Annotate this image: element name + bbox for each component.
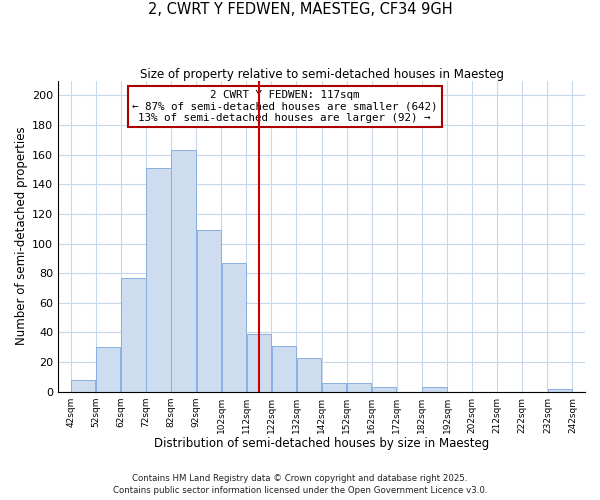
X-axis label: Distribution of semi-detached houses by size in Maesteg: Distribution of semi-detached houses by … [154, 437, 489, 450]
Bar [247, 334, 271, 392]
Bar [548, 389, 572, 392]
Y-axis label: Number of semi-detached properties: Number of semi-detached properties [15, 127, 28, 346]
Bar [297, 358, 321, 392]
Bar [71, 380, 95, 392]
Bar [347, 383, 371, 392]
Bar [272, 346, 296, 392]
Bar [221, 263, 246, 392]
Bar [372, 388, 397, 392]
Bar [197, 230, 221, 392]
Text: Contains HM Land Registry data © Crown copyright and database right 2025.
Contai: Contains HM Land Registry data © Crown c… [113, 474, 487, 495]
Bar [121, 278, 146, 392]
Bar [96, 348, 121, 392]
Bar [322, 383, 346, 392]
Title: Size of property relative to semi-detached houses in Maesteg: Size of property relative to semi-detach… [140, 68, 503, 80]
Bar [422, 388, 446, 392]
Bar [172, 150, 196, 392]
Text: 2, CWRT Y FEDWEN, MAESTEG, CF34 9GH: 2, CWRT Y FEDWEN, MAESTEG, CF34 9GH [148, 2, 452, 18]
Bar [146, 168, 170, 392]
Text: 2 CWRT Y FEDWEN: 117sqm
← 87% of semi-detached houses are smaller (642)
13% of s: 2 CWRT Y FEDWEN: 117sqm ← 87% of semi-de… [132, 90, 437, 123]
